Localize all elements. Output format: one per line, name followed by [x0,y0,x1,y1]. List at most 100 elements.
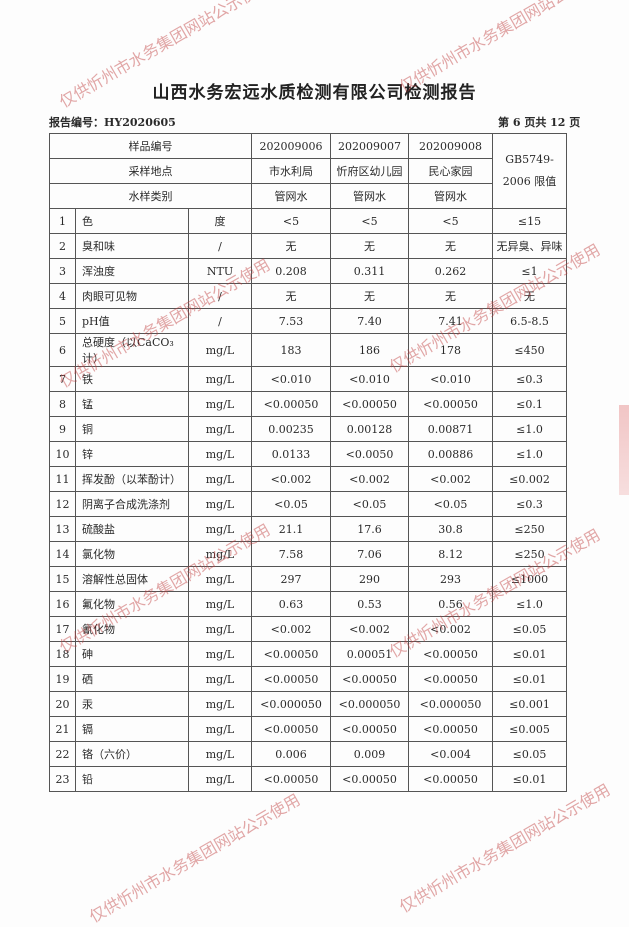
unit: NTU [188,258,252,284]
value-3: 0.56 [408,591,493,617]
sample-type: 管网水 [408,183,493,209]
item-name: 臭和味 [75,233,189,259]
header-row-sample-no: 样品编号 202009006 202009007 202009008 GB574… [49,133,567,209]
row-number: 12 [49,491,76,517]
unit: / [188,283,252,309]
limit: ≤0.1 [492,391,567,417]
row-number: 16 [49,591,76,617]
unit: mg/L [188,391,252,417]
value-2: 7.06 [330,541,409,567]
value-1: 21.1 [251,516,331,542]
value-3: <0.00050 [408,391,493,417]
type-label: 水样类别 [49,183,252,209]
row-number: 10 [49,441,76,467]
table-row: 20 汞 mg/L <0.000050 <0.000050 <0.000050 ≤0.001 [49,691,567,717]
location-label: 采样地点 [49,158,252,184]
value-3: <0.002 [408,466,493,492]
table-row: 5 pH值/7.53 7.40 7.41 6.5-8.5 [49,308,567,334]
item-name: 阴离子合成洗涤剂 [75,491,189,517]
item-name: 铅 [75,766,189,792]
item-name: 溶解性总固体 [75,566,189,592]
row-number: 19 [49,666,76,692]
unit: mg/L [188,333,252,367]
table-row: 1 色度 <5 <5 <5 ≤15 [49,208,567,234]
limit: ≤250 [492,516,567,542]
row-number: 13 [49,516,76,542]
header-row-location: 采样地点 市水利局 忻府区幼儿园 民心家园 [49,158,567,184]
table-row: 11 挥发酚（以苯酚计） mg/L <0.002 <0.002 <0.002 ≤0.002 [49,466,567,492]
row-number: 14 [49,541,76,567]
value-3: 30.8 [408,516,493,542]
table-row: 12 阴离子合成洗涤剂 mg/L <0.05 <0.05 <0.05 ≤0.3 [49,491,567,517]
item-name: 氯化物 [75,541,189,567]
value-1: 0.00235 [251,416,331,442]
unit: / [188,308,252,334]
unit: mg/L [188,416,252,442]
value-1: <0.002 [251,616,331,642]
value-1: 无 [251,283,331,309]
limit: 无 [492,283,567,309]
value-2: <0.00050 [330,666,409,692]
item-name: 氟化物 [75,591,189,617]
value-2: <0.00050 [330,716,409,742]
value-1: <0.00050 [251,666,331,692]
unit: 度 [188,208,252,234]
row-number: 7 [49,366,76,392]
limit: ≤0.002 [492,466,567,492]
row-number: 2 [49,233,76,259]
item-name: 铁 [75,366,189,392]
value-2: 290 [330,566,409,592]
value-2: 186 [330,333,409,367]
value-1: 0.63 [251,591,331,617]
value-2: 0.311 [330,258,409,284]
page-number: 第 6 页共 12 页 [498,116,581,129]
item-name: 硫酸盐 [75,516,189,542]
value-1: <0.00050 [251,766,331,792]
item-name: 氰化物 [75,616,189,642]
limit: ≤1 [492,258,567,284]
table-row: 4 肉眼可见物 / 无无无无 [49,283,567,309]
watermark-text: 仅供忻州市水务集团网站公示使用 [396,780,614,917]
item-name: 浑浊度 [75,258,189,284]
value-2: 0.009 [330,741,409,767]
unit: mg/L [188,591,252,617]
unit: mg/L [188,741,252,767]
unit: mg/L [188,566,252,592]
limit: ≤1.0 [492,591,567,617]
value-3: <0.05 [408,491,493,517]
value-1: <0.00050 [251,716,331,742]
table-row: 17 氰化物 mg/L <0.002 <0.002 <0.002 ≤0.05 [49,616,567,642]
table-row: 3 浑浊度 NTU 0.208 0.311 0.262 ≤1 [49,258,567,284]
header-row-type: 水样类别 管网水 管网水 管网水 [49,183,567,209]
limit: ≤1.0 [492,441,567,467]
unit: mg/L [188,516,252,542]
row-number: 11 [49,466,76,492]
value-3: 无 [408,233,493,259]
value-2: <0.000050 [330,691,409,717]
limit: ≤0.3 [492,491,567,517]
row-number: 21 [49,716,76,742]
value-1: 183 [251,333,331,367]
row-number: 17 [49,616,76,642]
results-table: 样品编号 202009006 202009007 202009008 GB574… [49,133,567,792]
row-number: 18 [49,641,76,667]
limit: ≤15 [492,208,567,234]
item-name: 锌 [75,441,189,467]
table-row: 10 锌 mg/L 0.0133 <0.0050 0.00886 ≤1.0 [49,441,567,467]
item-name: 锰 [75,391,189,417]
row-number: 6 [49,333,76,367]
limit: 无异臭、异味 [492,233,567,259]
item-name: 肉眼可见物 [75,283,189,309]
table-row: 18 砷 mg/L <0.00050 0.00051 <0.00050 ≤0.01 [49,641,567,667]
value-2: 0.00051 [330,641,409,667]
limit: ≤1000 [492,566,567,592]
value-3: 0.262 [408,258,493,284]
value-1: 无 [251,233,331,259]
table-row: 14 氯化物 mg/L 7.58 7.06 8.12 ≤250 [49,541,567,567]
sample-location: 忻府区幼儿园 [330,158,409,184]
limit: ≤0.05 [492,741,567,767]
value-3: 无 [408,283,493,309]
watermark-text: 仅供忻州市水务集团网站公示使用 [86,790,304,927]
red-stamp-fragment [619,405,629,495]
row-number: 23 [49,766,76,792]
